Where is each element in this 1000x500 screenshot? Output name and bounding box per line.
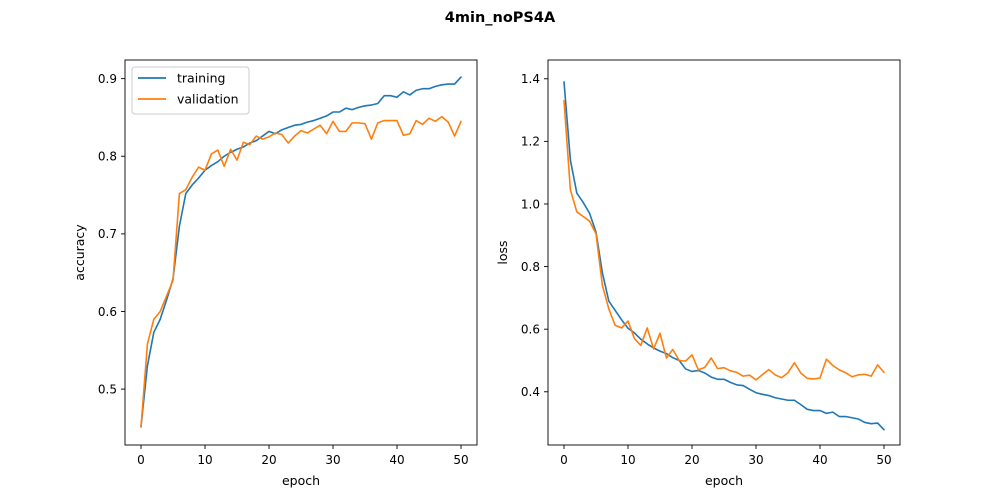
x-tick-label: 30: [325, 453, 340, 467]
y-tick-label: 0.4: [521, 385, 540, 399]
chart-panel-1: 0 10 20 30 40 50 0.5 0.6 0.7 0.8 0.9 epoch accuracy t…: [72, 59, 478, 488]
legend: training validation: [131, 66, 250, 115]
x-tick-label: 10: [197, 453, 212, 467]
y-tick-label: 0.5: [98, 382, 117, 396]
y-axis-label: accuracy: [72, 224, 87, 281]
series-line-training: [563, 81, 885, 431]
y-tick-label: 1.2: [521, 135, 540, 149]
legend-label-validation: validation: [177, 91, 239, 106]
y-tick-label: 0.8: [98, 150, 117, 164]
legend-label-training: training: [177, 70, 225, 85]
y-tick-label: 1.0: [521, 197, 540, 211]
x-tick-label: 50: [876, 453, 891, 467]
y-axis-label: loss: [495, 240, 510, 264]
x-tick-label: 0: [560, 453, 568, 467]
series-line-validation: [140, 115, 462, 428]
y-tick-label: 0.6: [521, 322, 540, 336]
chart-panels: 0 10 20 30 40 50 0.5 0.6 0.7 0.8 0.9 epoch accuracy t…: [72, 59, 901, 488]
x-tick-label: 20: [261, 453, 276, 467]
x-tick-label: 10: [620, 453, 635, 467]
x-tick-label: 50: [453, 453, 468, 467]
y-tick-label: 1.4: [521, 72, 540, 86]
x-axis-label: epoch: [705, 473, 743, 488]
figure-title: 4min_noPS4A: [445, 10, 556, 26]
y-tick-label: 0.9: [98, 72, 117, 86]
x-tick-label: 0: [137, 453, 145, 467]
x-tick-label: 40: [812, 453, 827, 467]
series-line-training: [140, 76, 462, 428]
plot-frame: [547, 59, 901, 446]
series-line-validation: [563, 99, 885, 381]
x-tick-label: 40: [389, 453, 404, 467]
plot-frame: [124, 59, 478, 446]
x-axis-label: epoch: [282, 473, 320, 488]
chart-panel-2: 0 10 20 30 40 50 0.4 0.6 0.8 1.0 1.2 1.4 epoch loss: [495, 59, 901, 488]
x-tick-label: 20: [684, 453, 699, 467]
y-tick-label: 0.6: [98, 305, 117, 319]
y-tick-label: 0.7: [98, 227, 117, 241]
x-tick-label: 30: [748, 453, 763, 467]
y-tick-label: 0.8: [521, 260, 540, 274]
